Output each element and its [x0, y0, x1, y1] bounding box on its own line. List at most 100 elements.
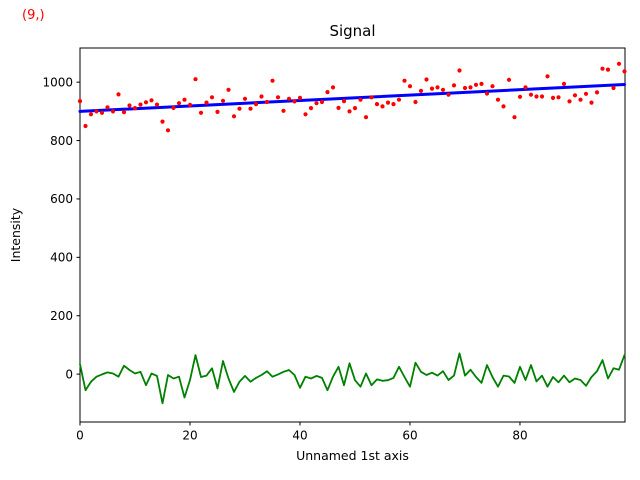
scatter-point	[446, 92, 451, 97]
scatter-point	[468, 85, 473, 90]
scatter-point	[160, 119, 165, 124]
scatter-point	[270, 78, 275, 83]
scatter-point	[198, 110, 204, 115]
scatter-point	[99, 110, 105, 115]
scatter-point	[440, 87, 446, 92]
scatter-point	[484, 91, 490, 96]
x-tick-label: 20	[182, 429, 197, 443]
y-axis-label: Intensity	[8, 207, 23, 262]
scatter-point	[567, 99, 572, 104]
scatter-point	[424, 77, 429, 82]
scatter-point	[88, 112, 94, 117]
scatter-point	[473, 82, 479, 87]
axes-frame	[79, 47, 626, 423]
scatter-point	[242, 96, 248, 101]
scatter-point	[556, 95, 561, 100]
scatter-point	[149, 98, 154, 103]
scatter-point	[297, 95, 303, 100]
scatter-point	[616, 61, 622, 66]
scatter-point	[517, 94, 523, 99]
x-tick-label: 0	[76, 429, 84, 443]
y-tick-label: 1000	[42, 75, 73, 89]
scatter-point	[94, 109, 99, 114]
scatter-point	[396, 97, 402, 102]
scatter-point	[77, 99, 83, 104]
scatter-point	[506, 77, 512, 82]
y-tick-label: 600	[50, 192, 73, 206]
scatter-point	[275, 95, 281, 100]
scatter-point	[303, 112, 308, 117]
series-line-noise	[79, 352, 626, 405]
x-axis-label: Unnamed 1st axis	[296, 448, 409, 463]
scatter-point	[600, 66, 605, 71]
scatter-point	[319, 99, 325, 105]
series-container	[77, 61, 627, 405]
scatter-point	[253, 102, 259, 107]
scatter-point	[292, 99, 297, 104]
scatter-point	[330, 85, 336, 90]
scatter-point	[490, 84, 495, 89]
scatter-point	[578, 97, 583, 102]
scatter-point	[187, 102, 193, 107]
scatter-point	[374, 102, 380, 107]
series-scatter-signal-scatter	[77, 61, 627, 133]
scatter-point	[385, 100, 391, 105]
scatter-point	[336, 105, 341, 110]
scatter-point	[226, 87, 231, 92]
scatter-point	[413, 99, 418, 105]
scatter-point	[325, 90, 330, 95]
scatter-point	[215, 109, 220, 114]
scatter-point	[248, 106, 253, 111]
y-tick-label: 0	[65, 367, 73, 381]
scatter-point	[237, 106, 242, 111]
scatter-point	[407, 84, 413, 89]
scatter-point	[418, 88, 424, 93]
y-tick-label: 800	[50, 134, 73, 148]
scatter-point	[534, 94, 539, 99]
scatter-point	[176, 101, 182, 106]
scatter-point	[572, 93, 578, 98]
scatter-point	[369, 95, 374, 100]
scatter-point	[594, 90, 600, 95]
scatter-point	[528, 92, 534, 97]
x-tick-label: 60	[402, 429, 417, 443]
scatter-point	[193, 77, 198, 82]
chart-title: Signal	[329, 22, 375, 40]
scatter-point	[583, 91, 589, 96]
plot-border	[79, 47, 626, 423]
scatter-point	[154, 102, 160, 107]
scatter-point	[204, 100, 209, 105]
y-tick-label: 400	[50, 251, 73, 265]
scatter-point	[231, 114, 237, 119]
x-tick-label: 80	[512, 429, 527, 443]
scatter-point	[220, 98, 226, 103]
scatter-point	[352, 106, 358, 111]
x-tick-label: 40	[292, 429, 307, 443]
scatter-point	[286, 96, 292, 101]
scatter-point	[479, 81, 484, 86]
scatter-point	[209, 95, 215, 100]
scatter-point	[116, 92, 121, 97]
scatter-point	[347, 109, 352, 114]
scatter-point	[495, 97, 501, 102]
scatter-point	[143, 100, 149, 105]
scatter-point	[611, 85, 616, 91]
scatter-point	[341, 99, 347, 104]
scatter-point	[501, 104, 506, 109]
scatter-point	[165, 128, 171, 133]
scatter-point	[622, 69, 627, 74]
scatter-point	[132, 106, 138, 111]
scatter-point	[314, 101, 319, 106]
scatter-point	[171, 105, 176, 110]
scatter-point	[462, 85, 468, 91]
scatter-point	[358, 97, 363, 102]
scatter-point	[264, 99, 270, 105]
scatter-point	[523, 85, 528, 90]
scatter-point	[391, 102, 396, 107]
scatter-point	[363, 115, 369, 120]
scatter-point	[402, 78, 407, 83]
scatter-point	[308, 106, 314, 111]
scatter-point	[457, 68, 462, 73]
